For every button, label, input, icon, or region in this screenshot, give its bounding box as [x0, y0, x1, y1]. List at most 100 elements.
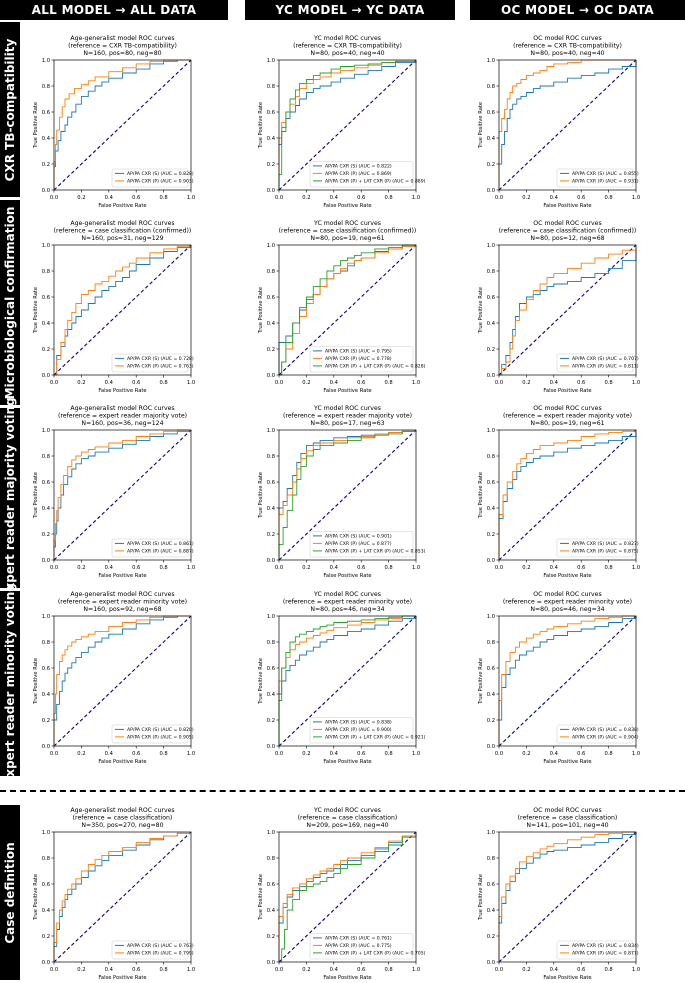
chart-11-counts: N=80, pos=46, neg=34: [530, 606, 604, 613]
chart-11-xtick-label-1: 0.2: [522, 751, 530, 757]
chart-2-xtick-label-2: 0.4: [550, 195, 559, 201]
chart-7-legend-label-0: AP/PA CXR (S) (AUC = 0.901): [325, 534, 392, 540]
chart-4-legend-box: [309, 346, 414, 373]
chart-1-xlabel: False Positive Rate: [323, 203, 371, 209]
chart-11-chance-line: [498, 615, 637, 747]
chart-4-xtick-label-4: 0.8: [384, 380, 392, 386]
chart-0-ytick-label-3: 0.6: [42, 110, 50, 116]
chart-4-series-2: [279, 244, 416, 376]
chart-9-ytick-label-1: 0.2: [42, 718, 50, 724]
chart-2-frame: [498, 59, 637, 191]
chart-5-legend-label-1: AP/PA CXR (P) (AUC = 0.811): [572, 364, 639, 370]
chart-14-series-1: [498, 831, 636, 962]
chart-9-ytick-label-2: 0.4: [42, 692, 51, 698]
chart-5-xtick-label-5: 1.0: [632, 380, 640, 386]
chart-14-legend-label-0: AP/PA CXR (S) (AUC = 0.834): [572, 943, 639, 949]
chart-12-ytick-label-0: 0.0: [42, 960, 50, 966]
chart-10-chance-line: [278, 615, 417, 747]
chart-14-xlabel: False Positive Rate: [543, 975, 591, 981]
chart-10-series-1: [278, 615, 416, 746]
chart-3-legend-label-0: AP/PA CXR (S) (AUC = 0.728): [127, 356, 194, 362]
chart-14-xtick-label-3: 0.6: [577, 967, 585, 973]
chart-7-frame: [278, 429, 417, 561]
chart-9-title: Age-generalist model ROC curves: [70, 591, 174, 598]
chart-9-subtitle: (reference = expert reader minority vote…: [58, 599, 187, 606]
chart-9-series-0: [53, 615, 191, 746]
chart-14-legend-label-1: AP/PA CXR (P) (AUC = 0.877): [572, 951, 639, 957]
chart-4-chance-line: [278, 244, 417, 376]
chart-5-ytick-label-5: 1.0: [487, 243, 495, 249]
chart-11-series-0: [498, 616, 637, 746]
chart-5-xtick-label-0: 0.0: [495, 380, 503, 386]
chart-14-ylabel: True Positive Rate: [478, 874, 484, 921]
chart-13-legend-label-0: AP/PA CXR (S) (AUC = 0.761): [325, 936, 392, 942]
chart-2-series-0: [498, 60, 637, 190]
chart-14-series-0: [498, 832, 637, 962]
chart-6-ytick-label-1: 0.2: [42, 532, 50, 538]
chart-4-xtick-label-3: 0.6: [357, 380, 365, 386]
chart-0-xtick-label-3: 0.6: [132, 195, 140, 201]
chart-11-xtick-label-3: 0.6: [577, 751, 585, 757]
chart-12-xtick-label-1: 0.2: [77, 967, 85, 973]
chart-12-legend-label-0: AP/PA CXR (S) (AUC = 0.763): [127, 943, 194, 949]
chart-10-xlabel: False Positive Rate: [323, 759, 371, 765]
chart-9-ytick-label-5: 1.0: [42, 614, 50, 620]
chart-11-ytick-label-1: 0.2: [487, 718, 495, 724]
chart-10-xtick-label-1: 0.2: [302, 751, 310, 757]
chart-4-frame: [278, 244, 417, 376]
chart-1-xtick-label-4: 0.8: [384, 195, 392, 201]
chart-9-chance-line: [53, 615, 192, 747]
chart-5-ytick-label-2: 0.4: [487, 321, 496, 327]
chart-10-legend-label-2: AP/PA CXR (P) + LAT CXR (P) (AUC = 0.921…: [325, 735, 426, 741]
row-header-micro: Microbiological confirmation: [0, 200, 20, 405]
chart-14-ytick-label-0: 0.0: [487, 960, 495, 966]
chart-13-counts: N=209, pos=169, neg=40: [306, 822, 388, 829]
chart-0-title: Age-generalist model ROC curves: [70, 35, 174, 42]
chart-7-xlabel: False Positive Rate: [323, 573, 371, 579]
chart-13-subtitle: (reference = case classification): [298, 815, 398, 822]
chart-8-xtick-label-4: 0.8: [604, 565, 612, 571]
chart-8-subtitle: (reference = expert reader majority vote…: [503, 413, 632, 420]
chart-10-ytick-label-1: 0.2: [267, 718, 275, 724]
chart-2-counts: N=80, pos=40, neg=40: [530, 50, 604, 57]
chart-7-subtitle: (reference = expert reader majority vote…: [283, 413, 412, 420]
chart-7-ytick-label-2: 0.4: [267, 506, 276, 512]
chart-12-ytick-label-4: 0.8: [42, 856, 50, 862]
chart-0-counts: N=160, pos=80, neg=80: [83, 50, 161, 57]
chart-1-series-0: [278, 60, 417, 190]
chart-11-ytick-label-4: 0.8: [487, 640, 495, 646]
chart-8-xtick-label-3: 0.6: [577, 565, 585, 571]
chart-10-legend-label-1: AP/PA CXR (P) (AUC = 0.900): [325, 727, 392, 733]
chart-3-legend-label-1: AP/PA CXR (P) (AUC = 0.763): [127, 364, 194, 370]
chart-5-ytick-label-3: 0.6: [487, 295, 495, 301]
chart-5-xtick-label-1: 0.2: [522, 380, 530, 386]
chart-13-legend-label-1: AP/PA CXR (P) (AUC = 0.775): [325, 943, 392, 949]
chart-1-ytick-label-1: 0.2: [267, 162, 275, 168]
chart-8-ytick-label-1: 0.2: [487, 532, 495, 538]
chart-10-xtick-label-2: 0.4: [330, 751, 339, 757]
chart-5-title: OC model ROC curves: [533, 220, 601, 227]
chart-12-chance-line: [53, 831, 192, 963]
chart-9-legend-label-0: AP/PA CXR (S) (AUC = 0.820): [127, 727, 194, 733]
chart-5-xtick-label-2: 0.4: [550, 380, 559, 386]
chart-1-ytick-label-4: 0.8: [267, 84, 275, 90]
chart-3-ytick-label-0: 0.0: [42, 373, 50, 379]
chart-1-subtitle: (reference = CXR TB-compatibility): [293, 43, 402, 50]
chart-8-counts: N=80, pos=19, neg=61: [530, 420, 604, 427]
chart-12-title: Age-generalist model ROC curves: [70, 807, 174, 814]
chart-9-xtick-label-5: 1.0: [187, 751, 195, 757]
chart-12-ylabel: True Positive Rate: [33, 874, 39, 921]
chart-9-ylabel: True Positive Rate: [33, 658, 39, 705]
chart-13-series-1: [278, 832, 417, 962]
chart-7-chance-line: [278, 429, 417, 561]
chart-5-counts: N=80, pos=12, neg=68: [530, 235, 604, 242]
chart-10-subtitle: (reference = expert reader minority vote…: [283, 599, 412, 606]
chart-14-subtitle: (reference = case classification): [518, 815, 618, 822]
chart-8-ytick-label-2: 0.4: [487, 506, 496, 512]
chart-2-xlabel: False Positive Rate: [543, 203, 591, 209]
chart-12-xlabel: False Positive Rate: [98, 975, 146, 981]
chart-3-series-0: [54, 245, 192, 376]
chart-10-counts: N=80, pos=46, neg=34: [310, 606, 384, 613]
chart-8-series-1: [498, 430, 637, 560]
chart-3-title: Age-generalist model ROC curves: [70, 220, 174, 227]
